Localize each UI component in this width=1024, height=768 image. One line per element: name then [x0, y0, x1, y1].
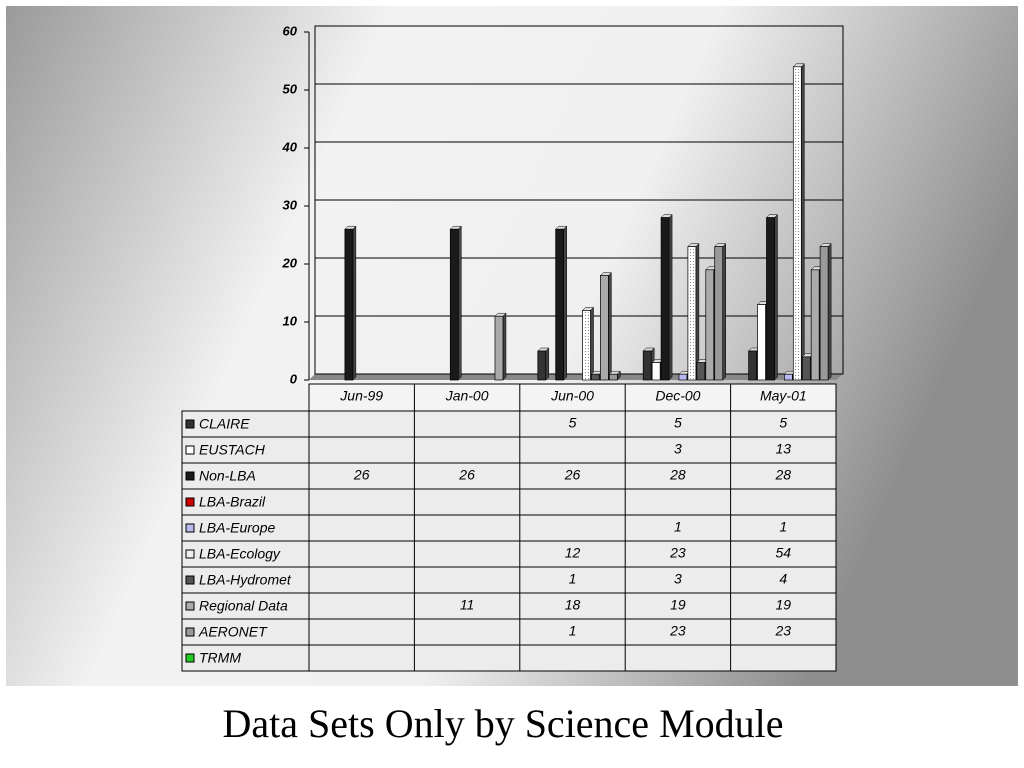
- table-header: [308, 383, 837, 412]
- bar-side: [545, 347, 550, 381]
- bar: [810, 269, 820, 381]
- bar: [660, 217, 670, 381]
- table-value: 26: [458, 467, 475, 483]
- table-value: 18: [565, 597, 581, 613]
- legend-swatch: [185, 471, 195, 481]
- table-value: 3: [674, 571, 682, 587]
- bar: [748, 350, 757, 381]
- bar-side: [827, 242, 832, 381]
- legend-label: EUSTACH: [199, 442, 266, 458]
- table-value: 1: [569, 623, 577, 639]
- bar: [494, 315, 504, 381]
- table-value: 13: [776, 441, 792, 457]
- table-value: 3: [674, 441, 682, 457]
- table-value: 28: [669, 467, 686, 483]
- table-value: 26: [353, 467, 370, 483]
- legend-swatch: [185, 523, 195, 533]
- bar-side: [801, 63, 805, 381]
- x-tick-label: Dec-00: [655, 388, 700, 404]
- legend-label: CLAIRE: [199, 416, 250, 432]
- legend-label: AERONET: [198, 624, 268, 640]
- y-tick-label: 10: [283, 313, 298, 328]
- legend-label: LBA-Ecology: [199, 546, 281, 562]
- bar: [757, 304, 766, 381]
- table-value: 11: [460, 597, 475, 613]
- bar-side: [458, 225, 462, 381]
- table-value: 1: [674, 519, 682, 535]
- bar-side: [590, 306, 594, 381]
- bar: [687, 246, 697, 381]
- legend-swatch: [185, 549, 195, 559]
- table-value: 19: [776, 597, 792, 613]
- bar: [766, 217, 775, 381]
- bar: [642, 350, 652, 381]
- bar: [555, 228, 565, 381]
- x-tick-label: Jun-00: [550, 388, 594, 404]
- table-value: 1: [569, 571, 577, 587]
- bar: [819, 246, 829, 381]
- legend-label: LBA-Europe: [199, 520, 275, 536]
- table-value: 26: [564, 467, 581, 483]
- legend-swatch: [185, 497, 195, 507]
- bar-side: [668, 213, 673, 381]
- legend-swatch: [185, 653, 195, 663]
- bar: [582, 310, 591, 381]
- table-value: 4: [779, 571, 787, 587]
- table-value: 12: [565, 545, 581, 561]
- legend-swatch: [185, 575, 195, 585]
- bar-side: [563, 225, 567, 381]
- legend-label: LBA-Hydromet: [199, 572, 292, 588]
- chart-title: Data Sets Only by Science Module: [223, 701, 784, 746]
- bar-side: [722, 242, 726, 381]
- table-value: 54: [776, 545, 792, 561]
- legend-label: TRMM: [199, 650, 241, 666]
- x-tick-label: May-01: [760, 388, 807, 404]
- table-value: 23: [669, 623, 686, 639]
- legend-swatch: [185, 445, 195, 455]
- legend-swatch: [185, 419, 195, 429]
- x-tick-label: Jan-00: [445, 388, 489, 404]
- bar: [784, 373, 793, 381]
- bar: [714, 246, 724, 381]
- legend-label: Non-LBA: [199, 468, 256, 484]
- table-value: 23: [775, 623, 792, 639]
- bar-side: [774, 213, 778, 381]
- bar-side: [502, 312, 507, 381]
- table-value: 1: [779, 519, 787, 535]
- table-value: 5: [674, 415, 682, 431]
- bar: [792, 66, 802, 381]
- y-tick-label: 50: [283, 81, 298, 96]
- bar: [651, 362, 661, 381]
- y-tick-label: 60: [283, 23, 298, 38]
- legend-swatch: [185, 627, 195, 637]
- bar: [537, 350, 547, 381]
- bar-side: [352, 225, 357, 381]
- bar-side: [695, 242, 700, 381]
- y-tick-label: 20: [282, 255, 298, 270]
- bar: [591, 373, 600, 381]
- legend-swatch: [185, 601, 195, 611]
- y-tick-label: 0: [290, 371, 298, 386]
- table-value: 23: [669, 545, 686, 561]
- table-value: 5: [569, 415, 577, 431]
- legend-label: Regional Data: [199, 598, 288, 614]
- bar: [608, 373, 618, 381]
- bar: [344, 228, 354, 381]
- table-value: 19: [670, 597, 686, 613]
- bar: [705, 269, 715, 381]
- legend-label: LBA-Brazil: [199, 494, 266, 510]
- table-value: 5: [779, 415, 787, 431]
- x-tick-label: Jun-99: [339, 388, 383, 404]
- y-tick-label: 30: [283, 197, 298, 212]
- bar: [449, 228, 459, 381]
- y-tick-label: 40: [282, 139, 298, 154]
- table-value: 28: [775, 467, 792, 483]
- bar: [696, 362, 706, 381]
- bar: [801, 356, 811, 381]
- bar: [678, 373, 688, 381]
- bar: [600, 275, 609, 381]
- bar-side: [608, 271, 612, 381]
